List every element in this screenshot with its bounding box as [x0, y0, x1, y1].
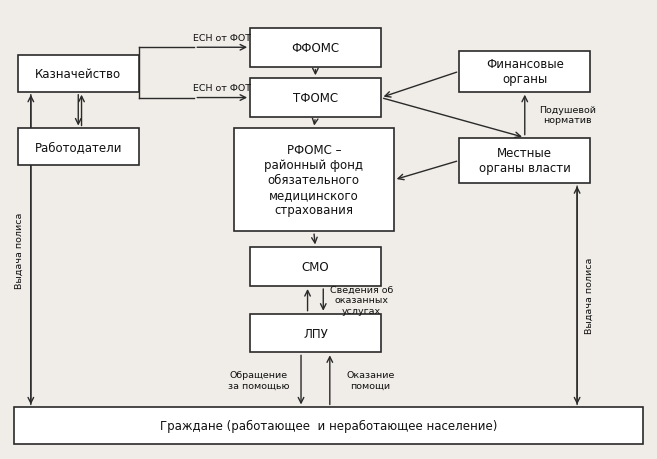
FancyBboxPatch shape: [250, 29, 381, 67]
Text: ЛПУ: ЛПУ: [303, 327, 328, 340]
FancyBboxPatch shape: [14, 408, 643, 444]
Text: Выдача полиса: Выдача полиса: [14, 212, 24, 288]
FancyBboxPatch shape: [18, 56, 139, 93]
Text: СМО: СМО: [302, 261, 329, 274]
FancyBboxPatch shape: [459, 138, 590, 184]
Text: Финансовые
органы: Финансовые органы: [486, 58, 564, 86]
FancyBboxPatch shape: [250, 79, 381, 118]
Text: Граждане (работающее  и неработающее население): Граждане (работающее и неработающее насе…: [160, 419, 497, 432]
Text: Обращение
за помощью: Обращение за помощью: [228, 370, 289, 390]
Text: Оказание
помощи: Оказание помощи: [346, 370, 395, 390]
FancyBboxPatch shape: [18, 129, 139, 166]
FancyBboxPatch shape: [234, 129, 394, 232]
Text: ЕСН от ФОТ: ЕСН от ФОТ: [193, 34, 251, 43]
Text: Выдача полиса: Выдача полиса: [584, 257, 593, 334]
Text: Работодатели: Работодатели: [35, 141, 122, 154]
Text: ЕСН от ФОТ: ЕСН от ФОТ: [193, 84, 251, 93]
Text: Казначейство: Казначейство: [35, 68, 122, 81]
Text: ТФОМС: ТФОМС: [293, 92, 338, 105]
Text: РФОМС –
районный фонд
обязательного
медицинского
страхования: РФОМС – районный фонд обязательного меди…: [264, 144, 363, 217]
Text: ФФОМС: ФФОМС: [291, 42, 340, 55]
Text: Местные
органы власти: Местные органы власти: [479, 147, 571, 175]
FancyBboxPatch shape: [250, 314, 381, 353]
FancyBboxPatch shape: [459, 51, 590, 93]
Text: Сведения об
оказанных
услугах: Сведения об оказанных услугах: [330, 285, 393, 315]
Text: Подушевой
норматив: Подушевой норматив: [539, 106, 596, 125]
FancyBboxPatch shape: [250, 248, 381, 286]
